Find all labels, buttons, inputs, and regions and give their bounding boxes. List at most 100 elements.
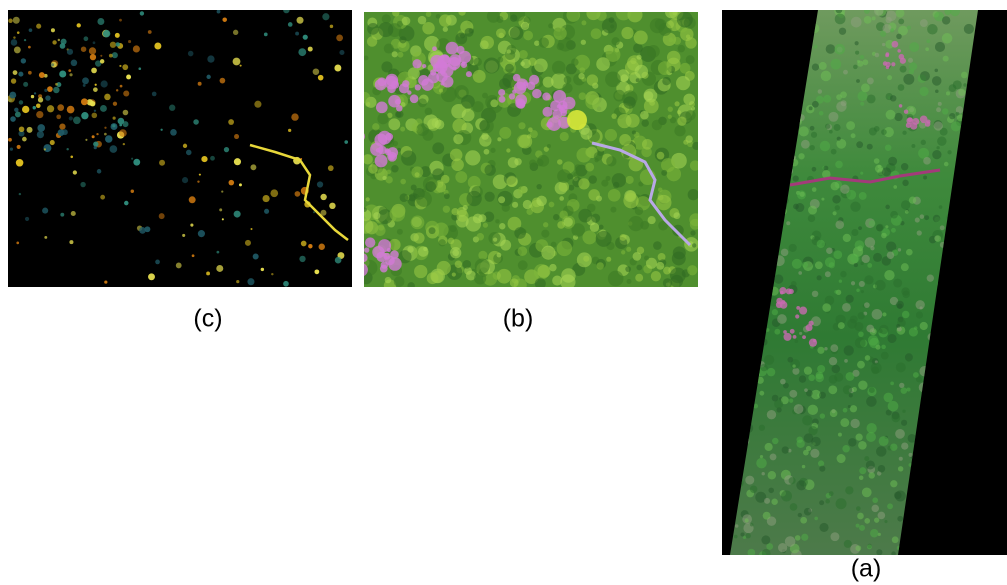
texture-dot — [68, 69, 71, 72]
texture-dot — [564, 76, 572, 84]
texture-dot — [936, 107, 941, 112]
texture-dot — [653, 241, 662, 250]
texture-dot — [772, 438, 778, 444]
texture-dot — [881, 352, 889, 360]
texture-dot — [887, 75, 892, 80]
texture-dot — [851, 17, 862, 28]
texture-dot — [467, 191, 482, 206]
texture-dot — [916, 311, 923, 318]
texture-dot — [881, 233, 887, 239]
texture-dot — [89, 47, 96, 54]
texture-dot — [440, 54, 450, 64]
texture-dot — [885, 225, 888, 228]
texture-dot — [812, 101, 819, 108]
texture-dot — [104, 280, 107, 283]
texture-dot — [864, 456, 869, 461]
texture-dot — [850, 405, 857, 412]
texture-dot — [868, 472, 874, 478]
texture-dot — [83, 84, 86, 87]
texture-dot — [190, 224, 193, 227]
texture-dot — [842, 303, 851, 312]
texture-dot — [913, 372, 919, 378]
texture-dot — [673, 37, 681, 45]
texture-dot — [864, 275, 873, 284]
texture-dot — [882, 167, 891, 176]
texture-dot — [915, 300, 924, 309]
texture-dot — [859, 525, 865, 531]
texture-dot — [825, 499, 830, 504]
texture-dot — [860, 262, 863, 265]
texture-dot — [318, 75, 324, 81]
texture-dot — [233, 30, 238, 35]
texture-dot — [857, 91, 867, 101]
texture-dot — [479, 134, 491, 146]
texture-dot — [416, 191, 432, 207]
texture-dot — [871, 505, 879, 513]
texture-dot — [110, 145, 118, 153]
texture-dot — [96, 133, 98, 135]
texture-dot — [537, 155, 549, 167]
texture-dot — [746, 533, 751, 538]
texture-dot — [303, 35, 308, 40]
texture-dot — [803, 450, 809, 456]
texture-dot — [857, 513, 864, 520]
texture-dot — [662, 77, 670, 85]
texture-dot — [885, 53, 889, 57]
texture-dot — [407, 90, 411, 94]
texture-dot — [915, 218, 920, 223]
texture-dot — [800, 192, 805, 197]
texture-dot — [198, 230, 205, 237]
texture-dot — [283, 281, 289, 287]
texture-dot — [264, 209, 269, 214]
texture-dot — [392, 51, 398, 57]
texture-dot — [400, 127, 405, 132]
texture-dot — [484, 57, 500, 73]
texture-dot — [94, 146, 97, 149]
texture-dot — [864, 8, 870, 14]
texture-dot — [375, 225, 386, 236]
texture-dot — [529, 75, 539, 85]
texture-dot — [865, 355, 871, 361]
texture-dot — [553, 90, 566, 103]
texture-dot — [432, 46, 437, 51]
texture-dot — [9, 92, 16, 99]
texture-dot — [43, 144, 51, 152]
texture-dot — [668, 115, 672, 119]
texture-dot — [823, 166, 828, 171]
texture-dot — [829, 130, 833, 134]
texture-dot — [283, 7, 289, 13]
texture-dot — [898, 84, 905, 91]
texture-dot — [440, 69, 446, 75]
texture-dot — [133, 45, 140, 52]
texture-dot — [308, 244, 312, 248]
texture-dot — [841, 100, 847, 106]
texture-dot — [365, 237, 375, 247]
texture-dot — [623, 96, 635, 108]
texture-dot — [840, 271, 846, 277]
texture-dot — [462, 109, 475, 122]
texture-dot — [27, 127, 33, 133]
texture-dot — [867, 144, 873, 150]
texture-dot — [493, 238, 497, 242]
texture-dot — [483, 223, 488, 228]
texture-dot — [298, 48, 306, 56]
texture-dot — [647, 45, 660, 58]
texture-dot — [911, 144, 915, 148]
texture-dot — [800, 517, 807, 524]
texture-dot — [484, 149, 490, 155]
texture-dot — [663, 278, 673, 288]
texture-dot — [497, 269, 512, 284]
texture-dot — [500, 240, 511, 251]
texture-dot — [652, 120, 662, 130]
texture-dot — [552, 61, 566, 75]
texture-dot — [855, 41, 859, 45]
texture-dot — [335, 257, 342, 264]
texture-dot — [802, 415, 812, 425]
texture-dot — [119, 65, 121, 67]
texture-dot — [407, 282, 414, 289]
texture-dot — [880, 31, 886, 37]
texture-dot — [201, 156, 207, 162]
texture-dot — [547, 144, 551, 148]
texture-dot — [506, 148, 510, 152]
texture-dot — [469, 28, 474, 33]
